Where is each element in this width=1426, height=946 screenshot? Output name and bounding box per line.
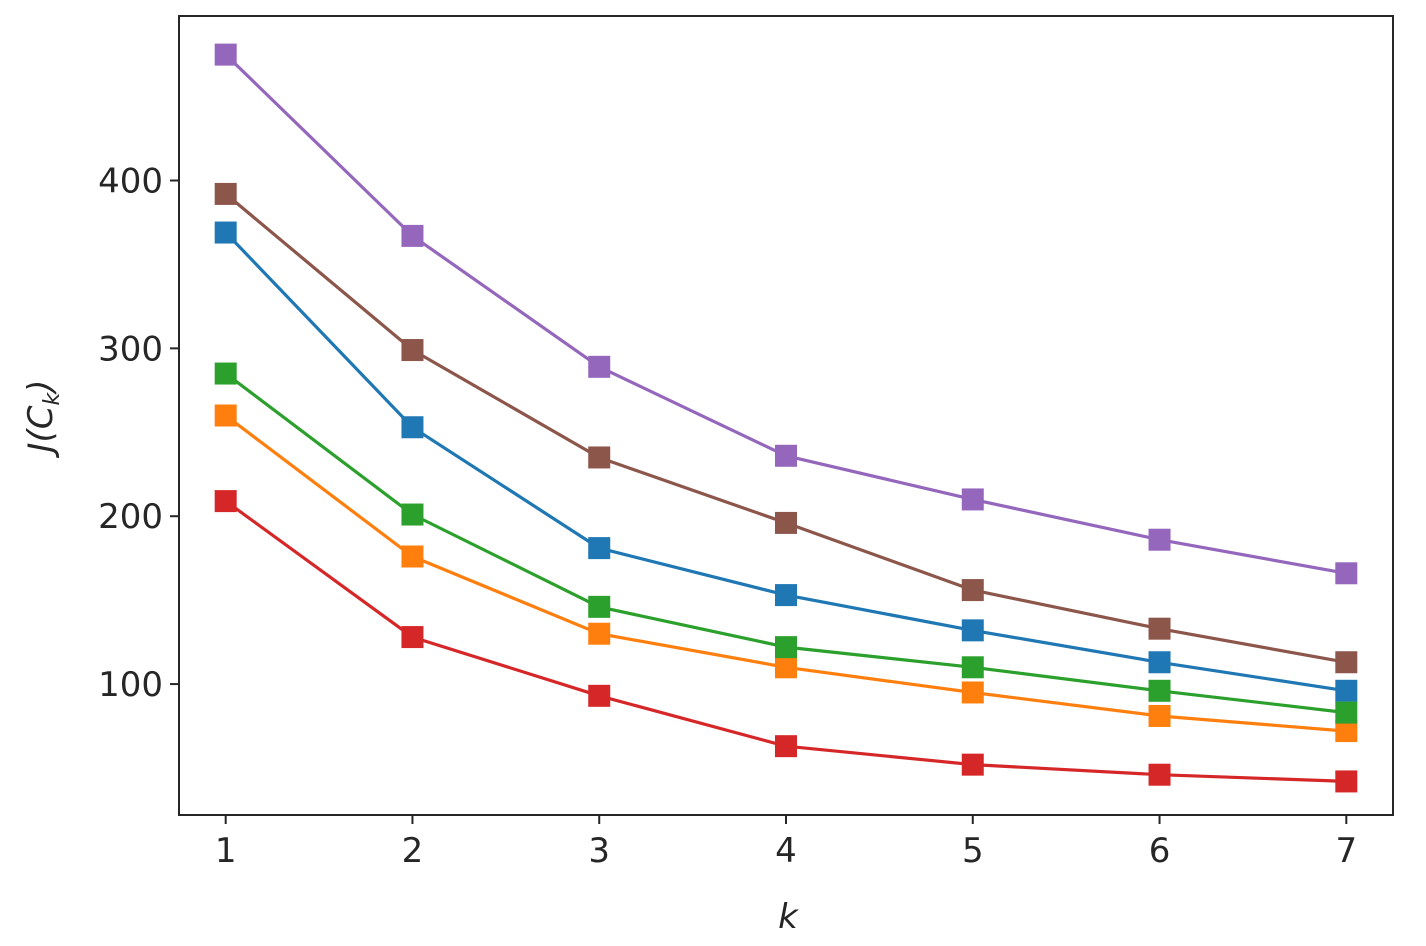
data-point	[1335, 562, 1358, 585]
data-point	[775, 636, 797, 659]
data-point	[588, 355, 611, 378]
x-tick-label: 1	[215, 831, 237, 871]
data-point	[588, 446, 611, 469]
data-point	[1148, 763, 1171, 786]
data-point	[588, 537, 611, 560]
series-3	[214, 362, 1358, 724]
data-point	[588, 622, 611, 645]
data-point	[1335, 770, 1358, 793]
y-axis-title-close: )	[21, 379, 61, 395]
data-point	[961, 579, 984, 602]
data-point	[1148, 704, 1171, 727]
data-point	[588, 684, 611, 707]
data-point	[775, 735, 797, 758]
data-point	[401, 545, 424, 568]
y-tick-label: 200	[98, 497, 163, 537]
data-point	[588, 595, 611, 618]
data-point	[775, 444, 797, 467]
data-point	[1335, 701, 1358, 724]
data-point	[214, 362, 237, 385]
data-point	[214, 490, 237, 513]
y-axis: 100 200 300 400	[98, 162, 179, 705]
data-point	[1148, 617, 1171, 640]
data-point	[775, 656, 797, 679]
data-point	[1335, 651, 1358, 674]
data-point	[961, 681, 984, 704]
data-point	[1335, 720, 1358, 743]
data-point	[775, 511, 797, 534]
y-tick-label: 300	[98, 329, 163, 369]
data-point	[401, 503, 424, 526]
x-tick-label: 6	[1149, 831, 1171, 871]
x-axis-title: k	[778, 897, 799, 937]
data-point	[961, 656, 984, 679]
data-point	[961, 488, 984, 511]
y-axis-title-main: J(C	[21, 405, 61, 458]
series-layer	[214, 43, 1358, 793]
series-2	[214, 404, 1358, 743]
series-1	[214, 221, 1358, 702]
data-point	[775, 584, 797, 607]
x-axis: 1 2 3 4 5 6 7	[215, 815, 1357, 871]
data-point	[214, 182, 237, 205]
x-tick-label: 2	[402, 831, 424, 871]
data-point	[1148, 528, 1171, 551]
data-point	[214, 221, 237, 244]
data-point	[1148, 651, 1171, 674]
data-point	[961, 619, 984, 642]
y-axis-title: J(Ck)	[21, 379, 65, 458]
data-point	[1148, 679, 1171, 702]
series-5	[214, 43, 1358, 585]
data-point	[401, 224, 424, 247]
data-point	[401, 626, 424, 649]
data-point	[1335, 679, 1358, 702]
x-tick-label: 5	[962, 831, 984, 871]
data-point	[214, 43, 237, 66]
y-axis-title-subscript: k	[40, 391, 65, 405]
plot-background	[179, 16, 1393, 815]
series-4	[214, 490, 1358, 793]
data-point	[401, 339, 424, 362]
y-tick-label: 400	[98, 162, 163, 202]
data-point	[214, 404, 237, 427]
data-point	[961, 753, 984, 776]
y-tick-label: 100	[98, 665, 163, 705]
x-tick-label: 7	[1335, 831, 1357, 871]
data-point	[401, 416, 424, 439]
series-6	[214, 182, 1358, 674]
x-tick-label: 4	[775, 831, 797, 871]
x-tick-label: 3	[588, 831, 610, 871]
